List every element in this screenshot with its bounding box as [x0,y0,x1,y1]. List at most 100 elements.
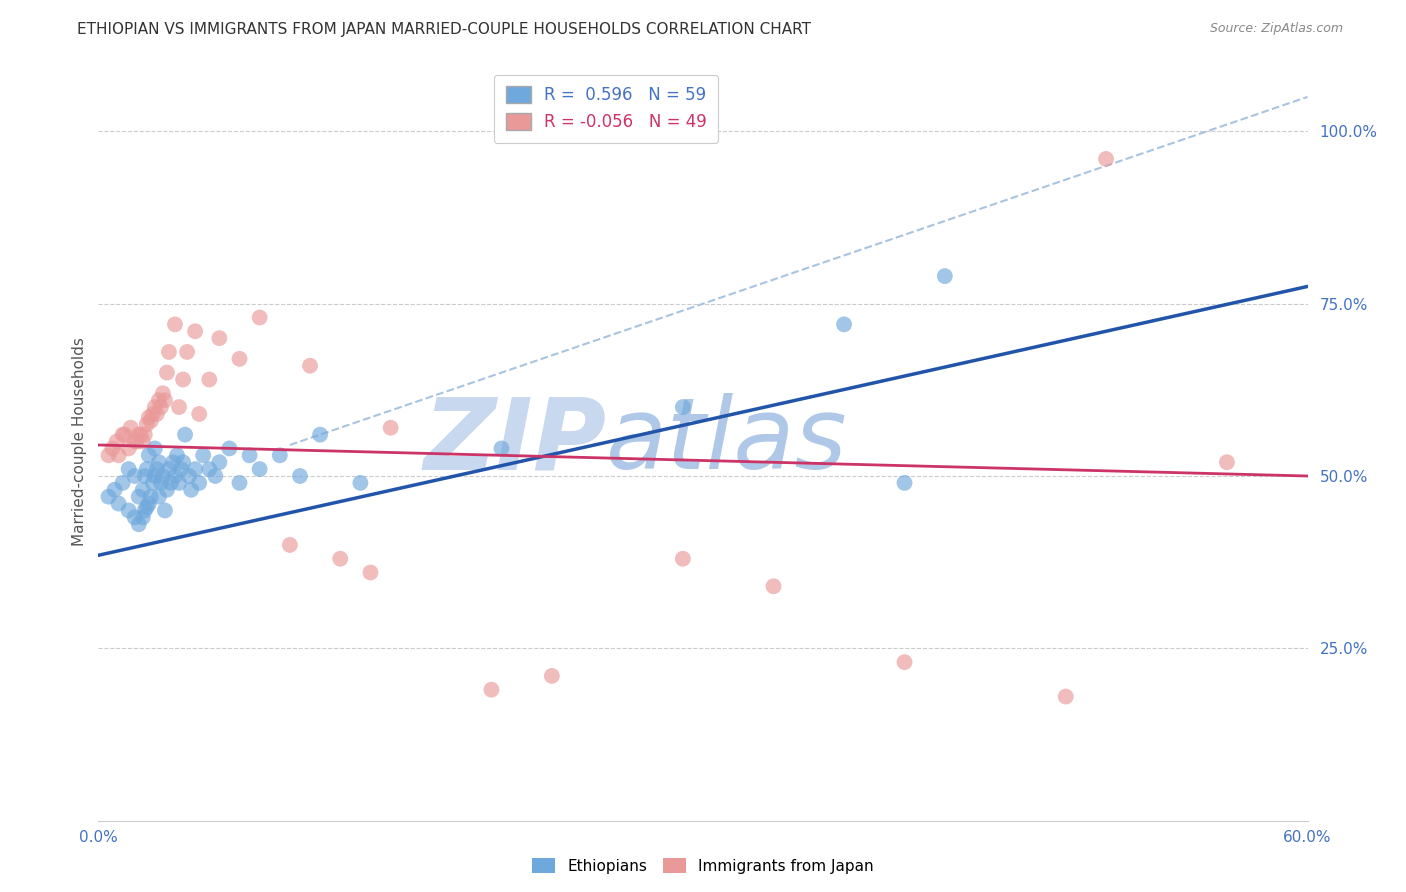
Point [146,462,169,476]
Point [172,455,194,469]
Point [128,517,150,532]
Point [124,510,146,524]
Point [132,483,155,497]
Point [309,427,332,442]
Point [134,427,156,442]
Point [672,400,695,414]
Point [269,448,291,462]
Point [278,538,301,552]
Point [249,310,271,325]
Point [107,497,129,511]
Point [360,566,382,580]
Point [249,462,271,476]
Point [218,442,240,456]
Point [139,414,162,428]
Point [135,417,157,432]
Point [120,421,142,435]
Point [188,475,211,490]
Point [163,469,186,483]
Point [184,462,207,476]
Point [134,469,156,483]
Point [142,407,165,421]
Point [172,372,194,386]
Point [148,455,170,469]
Point [118,503,141,517]
Point [208,331,231,345]
Point [540,669,562,683]
Text: Source: ZipAtlas.com: Source: ZipAtlas.com [1209,22,1343,36]
Point [198,462,221,476]
Legend: R =  0.596   N = 59, R = -0.056   N = 49: R = 0.596 N = 59, R = -0.056 N = 49 [494,75,718,143]
Point [163,318,186,332]
Point [167,400,190,414]
Point [157,345,180,359]
Point [481,682,503,697]
Point [174,427,197,442]
Point [299,359,322,373]
Point [1095,152,1118,166]
Point [170,462,193,476]
Point [148,393,170,408]
Point [118,442,141,456]
Point [228,351,250,366]
Point [107,448,129,462]
Point [156,366,179,380]
Point [128,490,150,504]
Point [160,475,183,490]
Point [380,421,402,435]
Point [491,442,513,456]
Point [167,475,190,490]
Point [101,442,124,456]
Point [672,551,695,566]
Point [135,462,157,476]
Point [138,448,160,462]
Point [129,427,152,442]
Point [179,469,201,483]
Point [143,442,166,456]
Point [832,318,855,332]
Point [143,400,166,414]
Point [1054,690,1077,704]
Point [146,407,169,421]
Point [349,475,371,490]
Point [114,427,136,442]
Point [111,475,134,490]
Point [208,455,231,469]
Point [204,469,226,483]
Point [134,503,156,517]
Text: ZIP: ZIP [423,393,606,490]
Text: atlas: atlas [606,393,848,490]
Point [228,475,250,490]
Point [288,469,311,483]
Legend: Ethiopians, Immigrants from Japan: Ethiopians, Immigrants from Japan [526,852,880,880]
Point [142,475,165,490]
Point [893,655,915,669]
Text: ETHIOPIAN VS IMMIGRANTS FROM JAPAN MARRIED-COUPLE HOUSEHOLDS CORRELATION CHART: ETHIOPIAN VS IMMIGRANTS FROM JAPAN MARRI… [77,22,811,37]
Point [762,579,785,593]
Point [149,475,172,490]
Point [138,410,160,425]
Point [139,490,162,504]
Point [184,324,207,338]
Point [138,497,160,511]
Point [934,269,956,284]
Point [132,510,155,524]
Point [180,483,202,497]
Point [152,469,174,483]
Point [97,490,120,504]
Point [1216,455,1239,469]
Point [152,386,174,401]
Point [128,427,150,442]
Point [103,483,125,497]
Point [132,434,155,449]
Point [97,448,120,462]
Point [176,345,198,359]
Point [148,490,170,504]
Point [329,551,352,566]
Point [156,483,179,497]
Point [157,462,180,476]
Point [105,434,128,449]
Point [149,400,172,414]
Y-axis label: Married-couple Households: Married-couple Households [72,337,87,546]
Point [193,448,215,462]
